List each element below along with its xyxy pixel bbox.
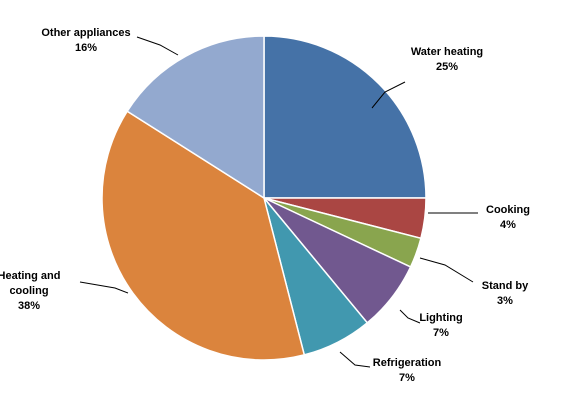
data-label-name: cooling <box>9 285 48 297</box>
leader-line-heating-and-cooling <box>79 281 129 294</box>
data-label-percent: 25% <box>436 61 458 73</box>
data-label-name: Water heating <box>411 46 483 58</box>
data-label-percent: 7% <box>399 372 415 384</box>
data-label-name: Other appliances <box>41 27 130 39</box>
leader-line-other-appliances <box>136 36 179 56</box>
leader-lines-layer <box>79 36 478 368</box>
pie-slice-water-heating <box>263 35 427 199</box>
data-label-other-appliances: Other appliances 16% <box>41 27 130 54</box>
data-label-percent: 38% <box>18 300 40 312</box>
pie-slice-other-appliances <box>126 35 265 200</box>
data-label-percent: 4% <box>500 219 516 231</box>
leader-line-water-heating <box>371 81 406 109</box>
pie-slice-heating-and-cooling <box>101 110 306 361</box>
data-label-name: Cooking <box>486 204 530 216</box>
slices-layer <box>101 35 427 361</box>
data-labels-layer: Water heating 25% Cooking 4% Stand by 3% Light… <box>0 27 530 384</box>
leader-line-lighting <box>399 309 421 324</box>
data-label-percent: 3% <box>497 295 513 307</box>
data-label-name: Stand by <box>482 280 529 292</box>
data-label-percent: 7% <box>433 327 449 339</box>
data-label-water-heating: Water heating 25% <box>411 46 483 73</box>
data-label-percent: 16% <box>75 42 97 54</box>
leader-line-refrigeration <box>339 351 371 368</box>
data-label-heating-and-cooling: Heating and cooling 38% <box>0 270 60 312</box>
data-label-name: Heating and <box>0 270 60 282</box>
data-label-name: Refrigeration <box>373 357 442 369</box>
data-label-lighting: Lighting 7% <box>419 312 462 339</box>
data-label-cooking: Cooking 4% <box>486 204 530 231</box>
data-label-refrigeration: Refrigeration 7% <box>373 357 442 384</box>
data-label-name: Lighting <box>419 312 462 324</box>
leader-line-stand-by <box>419 257 474 283</box>
data-label-stand-by: Stand by 3% <box>482 280 529 307</box>
